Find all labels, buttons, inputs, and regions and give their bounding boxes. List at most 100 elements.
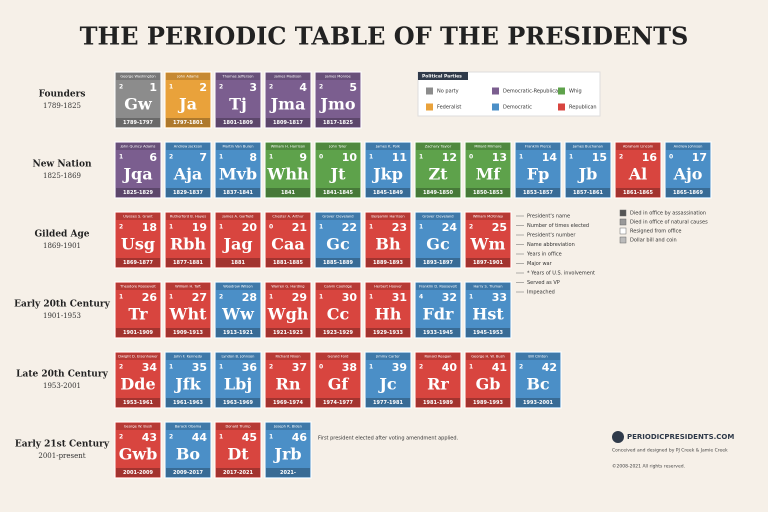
times-elected: 2: [419, 364, 423, 371]
times-elected: 1: [569, 154, 573, 161]
years-in-office: 1809-1817: [273, 120, 303, 126]
name-abbreviation: Jqa: [121, 165, 152, 184]
times-elected: 1: [119, 154, 123, 161]
name-abbreviation: Ajo: [673, 165, 703, 184]
tile-header: [166, 143, 210, 150]
years-band: [466, 258, 510, 267]
tile: [164, 281, 212, 339]
key-label: Number of times elected: [527, 223, 589, 229]
president-number: 46: [292, 431, 308, 444]
tile: [164, 211, 212, 269]
years-band: [216, 468, 260, 477]
years-in-office: 1841: [281, 190, 295, 196]
times-elected: 2: [269, 364, 273, 371]
years-band: [116, 398, 160, 407]
tile-header: [266, 213, 310, 220]
president-name: Donald Trump: [225, 425, 251, 429]
years-band: [566, 188, 610, 197]
president-number: 37: [292, 361, 307, 374]
death-swatch: [619, 209, 627, 217]
name-abbreviation: Ww: [221, 305, 255, 324]
tile: [464, 141, 512, 199]
tile-header: [466, 283, 510, 290]
president-name: Warren G. Harding: [271, 285, 304, 289]
times-elected: 0: [269, 224, 273, 231]
name-abbreviation: Cc: [327, 305, 350, 324]
years-band: [466, 398, 510, 407]
tile: [114, 71, 162, 129]
death-label: Resigned from office: [630, 229, 681, 235]
years-in-office: 1893-1897: [423, 260, 453, 266]
president-number: 21: [292, 221, 307, 234]
tile-header: [116, 283, 160, 290]
tile: [214, 71, 262, 129]
legend-label: Whig: [569, 89, 582, 95]
years-band: [166, 118, 210, 127]
years-in-office: 1817-1825: [323, 120, 353, 126]
president-name: William H. Harrison: [271, 145, 305, 149]
name-abbreviation: Usg: [121, 235, 155, 254]
president-number: 19: [192, 221, 207, 234]
times-elected: 0: [669, 154, 673, 161]
president-name: Harry S. Truman: [473, 285, 502, 289]
years-in-office: 1961-1963: [173, 400, 203, 406]
tile: [314, 211, 362, 269]
tile-header: [416, 143, 460, 150]
president-name: Franklin D. Roosevelt: [419, 285, 457, 289]
tile: [414, 281, 462, 339]
tile-header: [266, 353, 310, 360]
president-name: Chester A. Arthur: [272, 215, 304, 219]
times-elected: 2: [219, 294, 223, 301]
president-name: Ulysses S. Grant: [123, 215, 153, 219]
tile: [664, 141, 712, 199]
name-abbreviation: Gwb: [119, 445, 158, 464]
times-elected: 1: [319, 294, 323, 301]
footer-credit: Conceived and designed by PJ Creek & Jam…: [612, 448, 728, 454]
name-abbreviation: Zt: [428, 165, 448, 184]
years-in-office: 1993-2001: [523, 400, 553, 406]
years-band: [266, 118, 310, 127]
tile-header: [216, 213, 260, 220]
tile: [264, 421, 312, 479]
era-name: New Nation: [32, 160, 91, 170]
president-name: James Madison: [274, 75, 302, 79]
president-name: Joseph R. Biden: [273, 425, 302, 429]
era-years: 1825-1869: [43, 172, 81, 180]
tile: [214, 211, 262, 269]
tile-header: [516, 353, 560, 360]
times-elected: 1: [269, 434, 273, 441]
tile-header: [416, 283, 460, 290]
tile-header: [416, 353, 460, 360]
name-abbreviation: Wm: [470, 235, 506, 254]
years-band: [366, 328, 410, 337]
times-elected: 1: [269, 154, 273, 161]
name-abbreviation: Hh: [375, 305, 402, 324]
years-band: [316, 258, 360, 267]
tile-header: [466, 143, 510, 150]
years-in-office: 2021-: [280, 470, 296, 476]
tile: [364, 141, 412, 199]
key-label: Served as VP: [527, 280, 560, 286]
years-in-office: 1877-1881: [173, 260, 203, 266]
times-elected: 0: [469, 154, 473, 161]
years-band: [216, 188, 260, 197]
president-number: 22: [342, 221, 357, 234]
years-band: [516, 188, 560, 197]
president-number: 16: [642, 151, 658, 164]
tile-header: [266, 423, 310, 430]
tile-header: [366, 213, 410, 220]
president-number: 31: [392, 291, 407, 304]
tile: [214, 421, 262, 479]
times-elected: 1: [419, 154, 423, 161]
tile-header: [316, 213, 360, 220]
president-number: 32: [442, 291, 457, 304]
times-elected: 2: [119, 434, 123, 441]
times-elected: 2: [119, 84, 123, 91]
president-name: Grover Cleveland: [322, 215, 353, 219]
era-years: 1789-1825: [43, 102, 81, 110]
tile-header: [166, 423, 210, 430]
tile-header: [216, 73, 260, 80]
times-elected: 1: [269, 294, 273, 301]
years-in-office: 1981-1989: [423, 400, 453, 406]
president-number: 18: [142, 221, 157, 234]
